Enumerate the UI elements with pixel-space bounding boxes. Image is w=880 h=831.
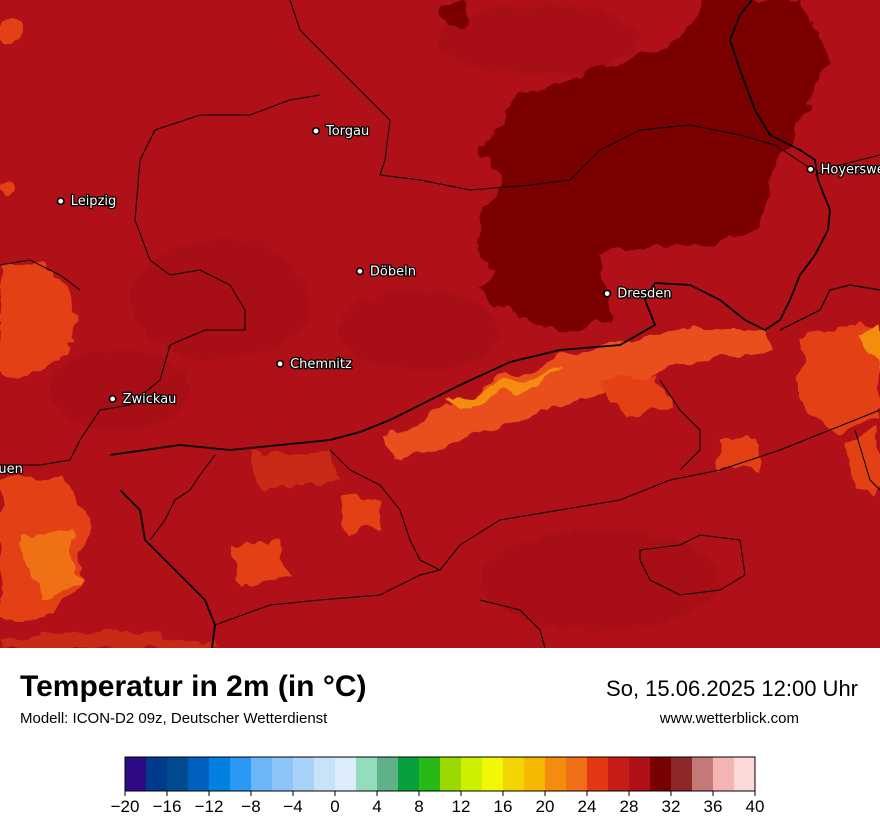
hot-area-layer: [435, 0, 830, 330]
colorbar-swatch: [503, 757, 525, 791]
colorbar-swatch: [188, 757, 210, 791]
temperature-colorbar: −20 −16 −12 −8 −4 0 4 8 12 16 20 24 28 32 36 40: [105, 756, 785, 826]
colorbar-swatch: [377, 757, 399, 791]
colorbar-swatch: [692, 757, 714, 791]
country-border: [779, 284, 880, 331]
colorbar-swatch: [230, 757, 252, 791]
city-marker: Chemnitz: [276, 355, 353, 373]
city-label: Torgau: [325, 124, 369, 139]
colorbar-swatch: [482, 757, 504, 791]
city-marker: Hoyerswerda: [806, 161, 880, 179]
colorbar-tick-label: 8: [414, 797, 423, 816]
colorbar-tick-label: 32: [662, 797, 681, 816]
colorbar-swatch: [293, 757, 315, 791]
colorbar-swatch: [608, 757, 630, 791]
model-subtitle: Modell: ICON-D2 09z, Deutscher Wetterdie…: [20, 710, 328, 727]
colorbar-tick-label: 4: [372, 797, 381, 816]
colorbar-swatch: [629, 757, 651, 791]
state-border: [659, 379, 701, 471]
city-marker: Plauen: [0, 461, 24, 479]
colorbar-swatch: [587, 757, 609, 791]
city-label: Döbeln: [370, 264, 416, 279]
colorbar-swatch: [251, 757, 273, 791]
state-border: [149, 454, 216, 541]
country-border: [119, 489, 216, 648]
colorbar-swatch: [650, 757, 672, 791]
colorbar-tick-label: −16: [153, 797, 182, 816]
colorbar-swatches: [124, 756, 756, 792]
colorbar-tick-label: −12: [195, 797, 224, 816]
state-border: [639, 534, 746, 596]
city-marker: Leipzig: [56, 193, 118, 210]
map-title: Temperatur in 2m (in °C): [20, 670, 367, 703]
state-border: [479, 599, 546, 648]
state-border: [154, 94, 321, 131]
colorbar-tick-label: −20: [111, 797, 140, 816]
colorbar-tick-label: −4: [283, 797, 302, 816]
city-dot: [56, 197, 65, 206]
city-marker: Döbeln: [355, 263, 417, 281]
colorbar-swatch: [146, 757, 168, 791]
temperature-map: TorgauLeipzigHoyerswerdaGörlitzDöbelnDre…: [0, 0, 880, 648]
colorbar-tick-label: 28: [620, 797, 639, 816]
city-dot: [355, 267, 364, 276]
colorbar-swatch: [167, 757, 189, 791]
colorbar-tick-label: 12: [452, 797, 471, 816]
colorbar-tick-label: −8: [241, 797, 260, 816]
state-border: [854, 429, 880, 491]
city-dot: [108, 394, 117, 403]
colorbar-tick-label: 20: [536, 797, 555, 816]
colorbar-swatch: [335, 757, 357, 791]
city-dot: [603, 289, 612, 298]
country-border: [109, 0, 831, 456]
colorbar-swatch: [209, 757, 231, 791]
colorbar-swatch: [272, 757, 294, 791]
city-label: Dresden: [617, 287, 671, 302]
city-label: Leipzig: [71, 194, 117, 209]
colorbar-swatch: [671, 757, 693, 791]
colorbar-swatch: [440, 757, 462, 791]
city-dot: [311, 127, 320, 136]
colorbar-swatch: [461, 757, 483, 791]
forecast-date: So, 15.06.2025 12:00 Uhr: [606, 676, 858, 701]
colorbar-swatch: [419, 757, 441, 791]
colorbar-swatch: [125, 757, 147, 791]
colorbar-ticks: −20 −16 −12 −8 −4 0 4 8 12 16 20 24 28 32 36 40: [111, 791, 765, 816]
colorbar-swatch: [356, 757, 378, 791]
colorbar-swatch: [545, 757, 567, 791]
city-marker: Torgau: [311, 123, 371, 140]
colorbar-tick-label: 24: [578, 797, 597, 816]
city-label: Chemnitz: [290, 357, 352, 372]
state-border: [0, 129, 246, 466]
city-layer: TorgauLeipzigHoyerswerdaGörlitzDöbelnDre…: [0, 123, 880, 479]
state-border: [0, 259, 81, 291]
colorbar-tick-label: 40: [746, 797, 765, 816]
colorbar-tick-label: 36: [704, 797, 723, 816]
colorbar-swatch: [398, 757, 420, 791]
cool-area-layer: [0, 16, 880, 648]
city-marker: Zwickau: [108, 391, 178, 408]
city-label: Plauen: [0, 462, 23, 477]
colorbar-frame: [124, 756, 756, 792]
colorbar-swatch: [734, 757, 756, 791]
colorbar-swatch: [524, 757, 546, 791]
colorbar-tick-label: 16: [494, 797, 513, 816]
city-dot: [276, 359, 285, 368]
border-lines: [0, 0, 880, 648]
colorbar-swatch: [314, 757, 336, 791]
colorbar-tick-label: 0: [330, 797, 339, 816]
temperature-variation-layer: [50, 5, 720, 630]
state-border: [289, 0, 814, 191]
city-dot: [806, 165, 815, 174]
state-border: [214, 569, 441, 626]
website-link[interactable]: www.wetterblick.com: [659, 710, 799, 727]
city-label: Hoyerswerda: [821, 162, 880, 177]
city-marker: Dresden: [603, 285, 673, 303]
colorbar-swatch: [713, 757, 735, 791]
colorbar-swatch: [566, 757, 588, 791]
state-border: [814, 154, 880, 176]
city-label: Zwickau: [123, 392, 177, 407]
state-border: [329, 409, 880, 571]
